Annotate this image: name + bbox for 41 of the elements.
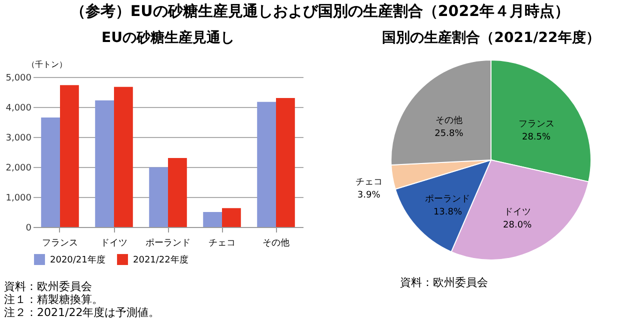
x-tick-label: チェコ	[208, 238, 236, 248]
bar	[114, 86, 133, 227]
slice-label: チェコ	[355, 177, 382, 188]
bar	[257, 102, 276, 227]
chart-title: 国別の生産割合（2021/22年度）	[382, 29, 600, 46]
bar	[95, 100, 114, 227]
y-tick-label: 5,000	[6, 74, 32, 84]
text: 注２：2021/22年度は予測値。	[4, 306, 160, 319]
legend-label: 2021/22年度	[133, 254, 188, 266]
x-tick-label: フランス	[42, 238, 78, 248]
y-tick-label: 3,000	[6, 134, 32, 144]
bar	[168, 158, 187, 227]
data-label: 13.8%	[433, 208, 462, 218]
bar	[149, 167, 168, 227]
y-tick-label: 0	[26, 224, 32, 234]
text: 資料：欧州委員会	[400, 276, 488, 289]
x-tick-label: その他	[262, 238, 290, 248]
slice-label: その他	[435, 115, 462, 126]
x-tick-label: ポーランド	[146, 238, 190, 248]
y-tick-label: 2,000	[6, 164, 32, 174]
chart-title: EUの砂糖生産見通し	[102, 29, 234, 46]
y-tick-label: 4,000	[6, 104, 32, 114]
slice-label: フランス	[518, 120, 554, 130]
slice-label: ドイツ	[504, 208, 531, 218]
text: （参考）EUの砂糖生産見通しおよび国別の生産割合（2022年４月時点）	[69, 2, 571, 21]
bar	[276, 98, 295, 227]
bar	[41, 118, 60, 227]
data-label: 28.5%	[522, 132, 552, 143]
data-label: 28.0%	[503, 220, 532, 231]
y-axis-title: （千トン）	[27, 60, 67, 69]
data-label: 3.9%	[357, 190, 381, 200]
bar	[222, 208, 241, 227]
y-tick-label: 1,000	[6, 194, 32, 204]
slice-label: ポーランド	[425, 194, 470, 205]
text: 注１：精製糖換算。	[4, 293, 104, 306]
data-label: 25.8%	[434, 129, 464, 140]
bar	[60, 85, 79, 227]
bar	[203, 212, 222, 227]
text: 資料：欧州委員会	[4, 280, 93, 293]
x-tick-label: ドイツ	[100, 238, 128, 248]
legend-label: 2020/21年度	[50, 254, 106, 266]
